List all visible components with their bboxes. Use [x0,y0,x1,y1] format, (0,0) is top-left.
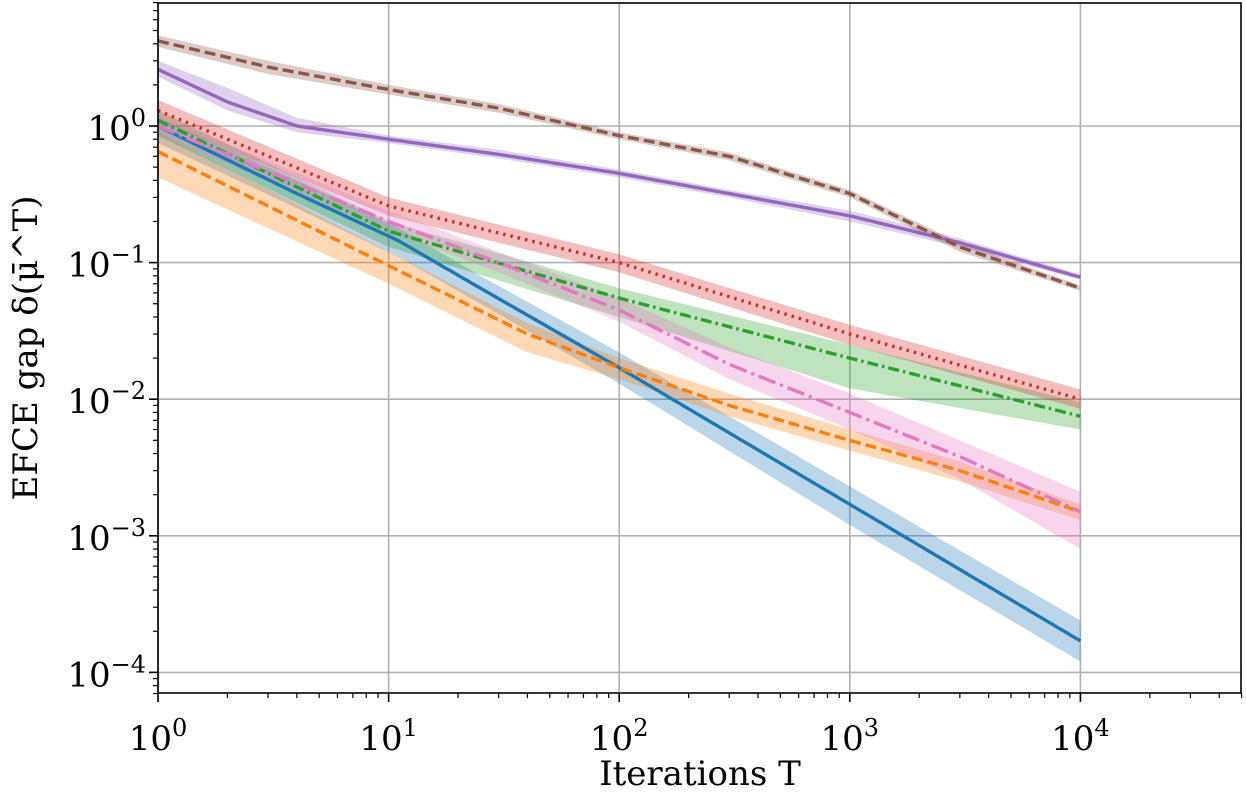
y-tick-label-3: 10−1 [67,241,146,286]
plot-area-frame [157,2,1242,694]
x-axis-label-text: Iterations T [599,754,801,793]
x-tick-label-1: 101 [359,714,418,759]
x-tick-label-2: 102 [590,714,649,759]
line-brown-dashed [157,39,1081,290]
line-purple-solid [157,67,1081,279]
x-tick-label-3: 103 [821,714,880,759]
x-tick-label-4: 104 [1051,714,1110,759]
x-axis-label: Iterations T [599,754,801,793]
series-lines [157,39,1082,643]
minor-ticks [153,2,1243,698]
tick-labels: 100 101 102 103 104 10−4 10−3 10−2 10−1 100 [67,104,1109,759]
band-red-dotted [158,100,1081,409]
x-tick-label-0: 100 [129,714,188,759]
band-brown-dashed [158,35,1081,291]
band-pink-dashdot [158,115,1081,549]
y-axis-label: EFCE gap δ(μ̄^T) [6,196,46,501]
y-tick-label-0: 10−4 [67,650,146,695]
band-purple-solid [158,60,1081,280]
line-green-dashdot [157,118,1081,418]
y-tick-label-2: 10−2 [67,377,146,422]
y-tick-label-1: 10−3 [67,514,146,559]
major-ticks [149,125,1082,702]
line-red-dotted [157,108,1081,401]
line-blue-solid [157,124,1082,643]
grid-lines [157,3,1241,693]
band-green-dashdot [158,110,1081,430]
y-axis-label-text: EFCE gap δ(μ̄^T) [6,196,46,501]
y-tick-label-4: 100 [87,104,146,149]
line-pink-dashdot [157,124,1082,514]
